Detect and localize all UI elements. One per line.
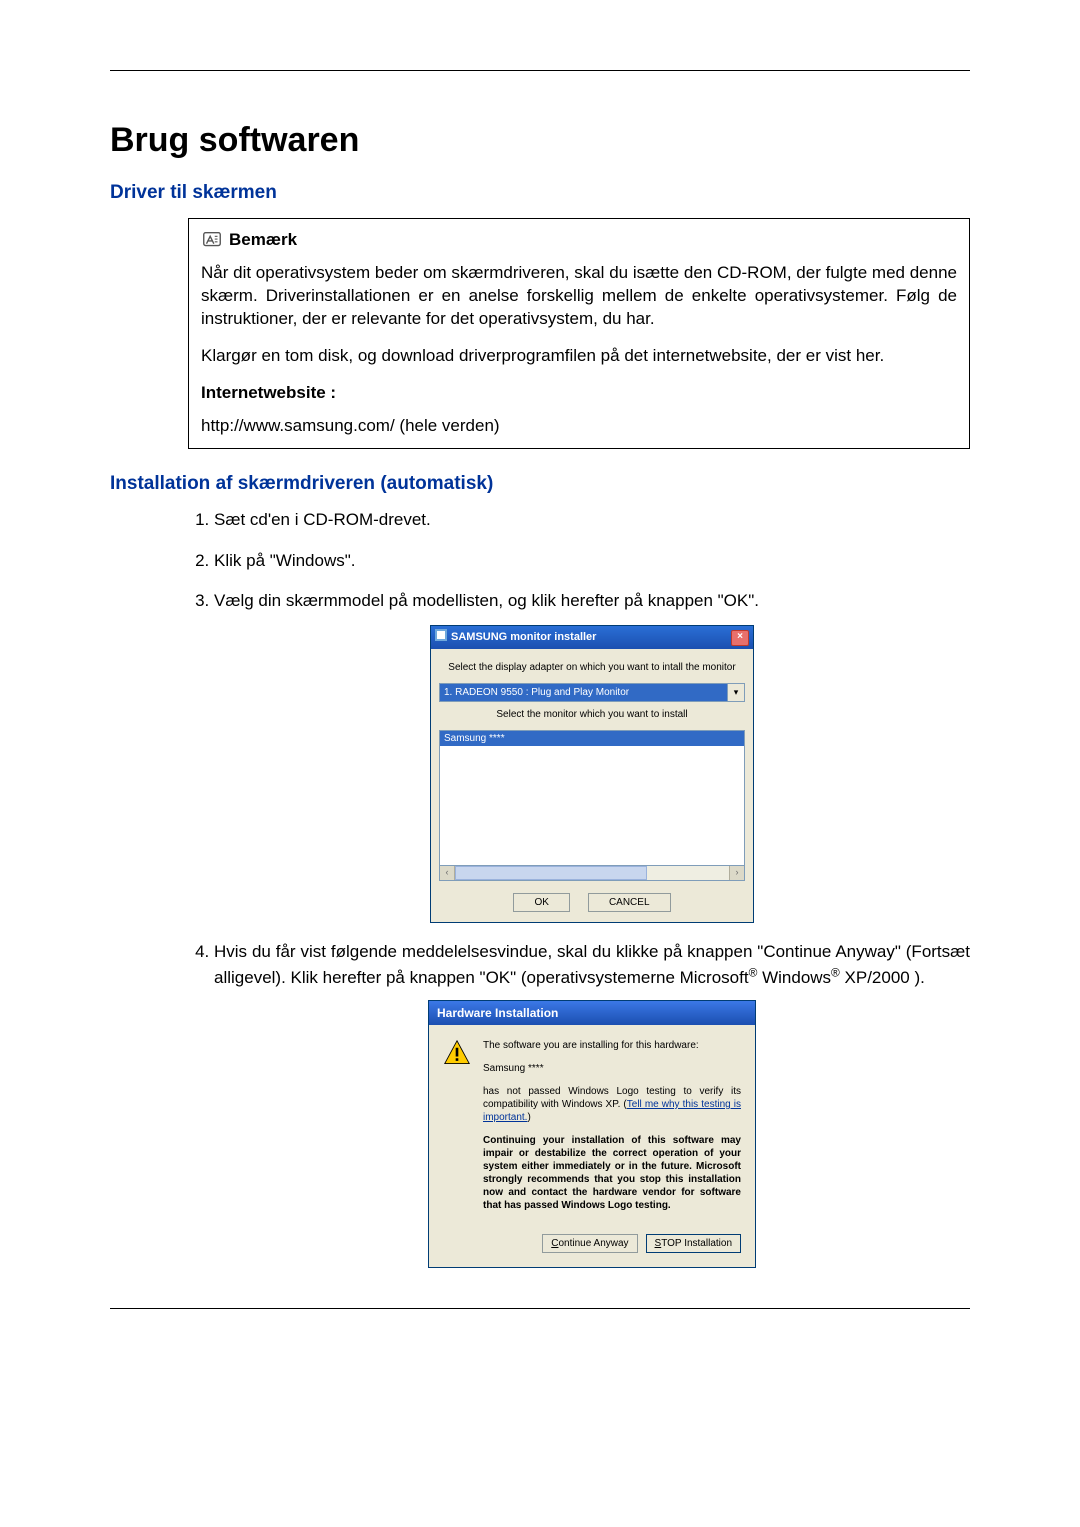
- horizontal-scrollbar[interactable]: ‹ ›: [439, 866, 745, 881]
- stop-installation-button[interactable]: STOP Installation: [646, 1234, 741, 1254]
- continue-anyway-button[interactable]: Continue Anyway: [542, 1234, 637, 1254]
- hardware-installation-dialog: Hardware Installation The software you a…: [428, 1000, 756, 1269]
- dialog2-title: Hardware Installation: [429, 1001, 755, 1025]
- dialog1-instruction-2: Select the monitor which you want to ins…: [439, 708, 745, 722]
- scroll-right-icon[interactable]: ›: [729, 866, 744, 880]
- dialog1-titlebar: SAMSUNG monitor installer ×: [431, 626, 753, 649]
- scroll-left-icon[interactable]: ‹: [440, 866, 455, 880]
- scroll-track[interactable]: [455, 866, 729, 880]
- scroll-thumb[interactable]: [455, 866, 647, 880]
- warning-icon: [443, 1039, 471, 1067]
- note-website-url: http://www.samsung.com/ (hele verden): [201, 415, 957, 438]
- ok-button[interactable]: OK: [513, 893, 569, 913]
- step-4: Hvis du får vist følgende meddelelsesvin…: [214, 941, 970, 1268]
- step-4-text-b: Windows: [757, 968, 831, 987]
- dialog1-app-icon: [435, 629, 447, 646]
- dropdown-selected: 1. RADEON 9550 : Plug and Play Monitor: [439, 683, 728, 703]
- dialog2-line2: Samsung ****: [483, 1062, 741, 1075]
- cancel-button[interactable]: CANCEL: [588, 893, 671, 913]
- section1-heading: Driver til skærmen: [110, 182, 970, 204]
- samsung-installer-dialog: SAMSUNG monitor installer × Select the d…: [430, 625, 754, 923]
- page-title: Brug softwaren: [110, 121, 970, 160]
- top-rule: [110, 70, 970, 71]
- close-button[interactable]: ×: [731, 630, 749, 646]
- bottom-rule: [110, 1308, 970, 1309]
- registered-mark: ®: [831, 965, 840, 979]
- note-website-label: Internetwebsite :: [201, 383, 336, 402]
- monitor-listbox[interactable]: Samsung ****: [439, 730, 745, 866]
- step-1: Sæt cd'en i CD-ROM-drevet.: [214, 509, 970, 532]
- note-icon: [201, 229, 223, 251]
- dialog2-line1: The software you are installing for this…: [483, 1039, 741, 1052]
- list-item[interactable]: Samsung ****: [440, 731, 744, 747]
- section2-heading: Installation af skærmdriveren (automatis…: [110, 473, 970, 495]
- dialog2-bold-warning: Continuing your installation of this sof…: [483, 1134, 741, 1212]
- display-adapter-dropdown[interactable]: 1. RADEON 9550 : Plug and Play Monitor ▾: [439, 683, 745, 703]
- dialog1-title: SAMSUNG monitor installer: [451, 630, 596, 645]
- note-paragraph-2: Klargør en tom disk, og download driverp…: [201, 345, 957, 368]
- step-3: Vælg din skærmmodel på modellisten, og k…: [214, 590, 970, 923]
- step-3-text: Vælg din skærmmodel på modellisten, og k…: [214, 591, 759, 610]
- note-box: Bemærk Når dit operativsystem beder om s…: [188, 218, 970, 449]
- dialog2-line3: has not passed Windows Logo testing to v…: [483, 1085, 741, 1124]
- note-paragraph-1: Når dit operativsystem beder om skærmdri…: [201, 262, 957, 331]
- chevron-down-icon[interactable]: ▾: [728, 683, 745, 703]
- step-4-text-c: XP/2000 ).: [840, 968, 925, 987]
- steps-list: Sæt cd'en i CD-ROM-drevet. Klik på "Wind…: [188, 509, 970, 1269]
- step-2: Klik på "Windows".: [214, 550, 970, 573]
- note-label: Bemærk: [229, 229, 297, 252]
- dialog1-instruction-1: Select the display adapter on which you …: [439, 661, 745, 675]
